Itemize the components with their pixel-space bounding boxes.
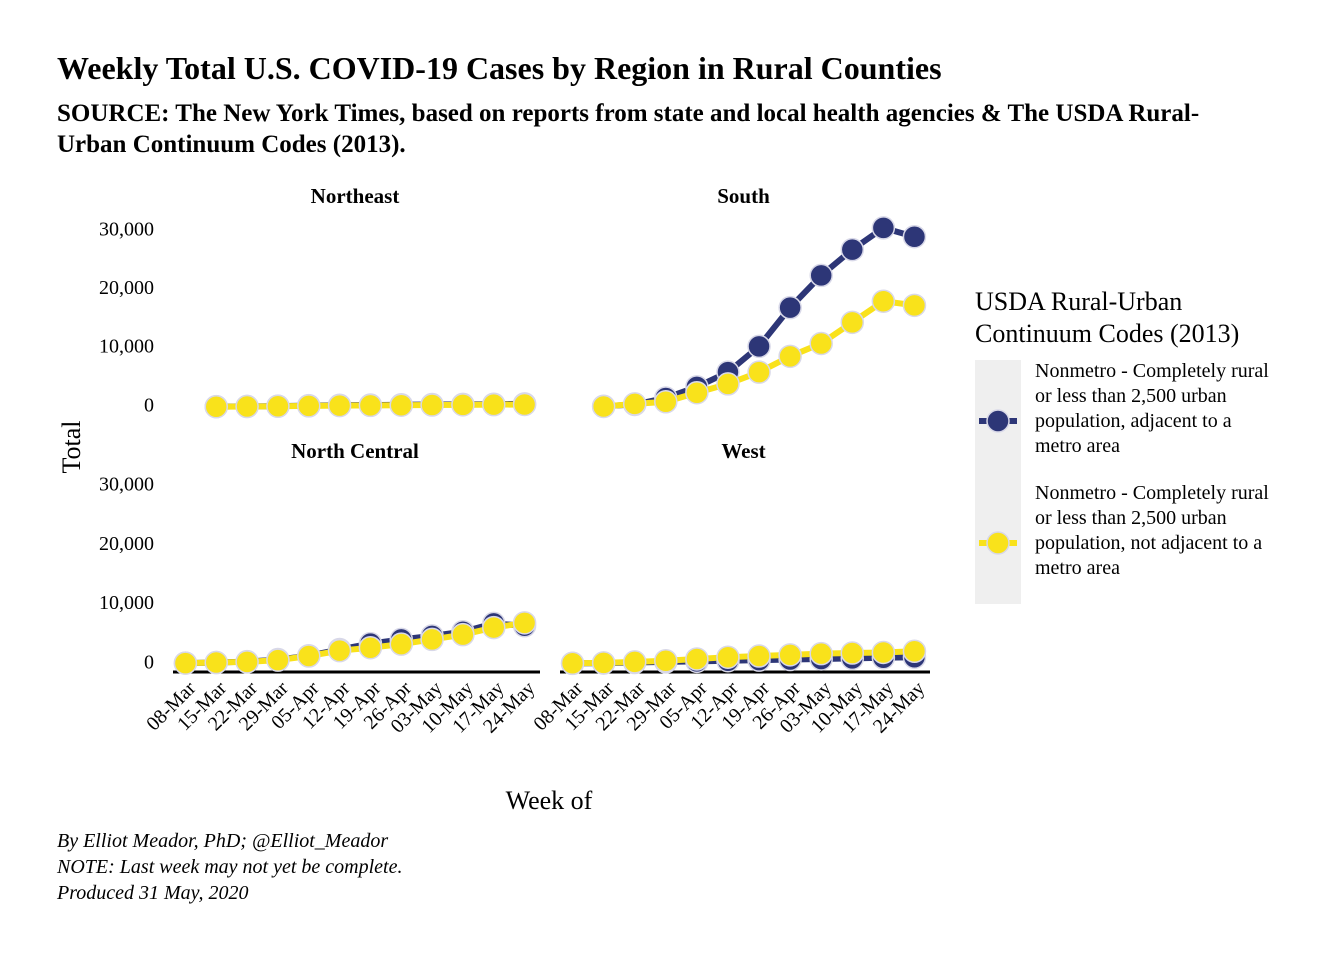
data-point: [560, 651, 585, 675]
data-point: [266, 394, 290, 419]
y-tick-label: 0: [144, 651, 154, 673]
data-point: [747, 644, 771, 668]
caption: By Elliot Meador, PhD; @Elliot_Meador NO…: [57, 828, 402, 906]
data-point: [358, 635, 383, 660]
data-point: [358, 393, 383, 418]
data-point: [204, 394, 228, 419]
y-axis-label: Total: [57, 420, 86, 473]
y-tick-label: 0: [144, 394, 154, 416]
data-point: [235, 394, 259, 419]
data-point: [204, 650, 228, 675]
data-point: [840, 641, 865, 665]
legend-title: USDA Rural-Urban Continuum Codes (2013): [975, 287, 1240, 348]
data-point: [389, 632, 413, 656]
facet-title: West: [721, 439, 765, 463]
data-point: [451, 622, 475, 647]
y-tick-label: 20,000: [99, 277, 154, 299]
data-point: [591, 394, 616, 419]
data-point: [512, 611, 537, 635]
data-point: [871, 289, 896, 313]
data-point: [747, 360, 771, 384]
legend-key-marker: [986, 531, 1010, 555]
data-point: [512, 392, 537, 417]
data-point: [902, 639, 927, 664]
legend-label: Nonmetro - Completely rural or less than…: [1035, 360, 1269, 457]
facet-title: Northeast: [311, 184, 400, 208]
data-point: [235, 650, 259, 674]
data-point: [716, 645, 740, 669]
data-point: [871, 216, 896, 240]
data-point: [809, 641, 833, 666]
facet-title: North Central: [291, 439, 419, 463]
y-tick-label: 30,000: [99, 474, 154, 496]
y-tick-label: 10,000: [99, 592, 154, 614]
data-point: [591, 651, 616, 675]
data-point: [482, 615, 506, 640]
data-point: [685, 380, 709, 405]
data-point: [902, 293, 927, 318]
data-point: [266, 648, 290, 672]
data-point: [297, 644, 321, 668]
legend-label: Nonmetro - Completely rural or less than…: [1035, 482, 1269, 579]
data-point: [809, 331, 833, 356]
caption-line: Produced 31 May, 2020: [57, 882, 249, 904]
facet-title: South: [717, 184, 770, 208]
data-point: [840, 237, 865, 262]
data-point: [871, 640, 896, 665]
x-axis-label: Week of: [506, 786, 593, 815]
data-point: [482, 392, 506, 417]
data-point: [716, 372, 740, 396]
data-point: [840, 310, 865, 335]
caption-line: NOTE: Last week may not yet be complete.: [57, 856, 403, 878]
data-point: [622, 650, 647, 674]
data-point: [451, 393, 475, 417]
data-point: [327, 638, 352, 663]
data-point: [622, 392, 647, 416]
data-point: [420, 393, 444, 417]
data-point: [389, 393, 413, 417]
data-point: [654, 390, 678, 414]
data-point: [902, 224, 927, 249]
title: Weekly Total U.S. COVID-19 Cases by Regi…: [57, 50, 942, 86]
legend-key-marker: [986, 409, 1010, 433]
data-point: [654, 648, 678, 673]
caption-line: By Elliot Meador, PhD; @Elliot_Meador: [57, 830, 389, 852]
data-point: [327, 393, 352, 418]
legend-key-background: [975, 360, 1021, 604]
data-point: [809, 263, 833, 288]
data-point: [747, 334, 771, 359]
data-point: [297, 394, 321, 418]
data-point: [685, 647, 709, 671]
y-tick-label: 20,000: [99, 533, 154, 555]
data-point: [778, 344, 802, 369]
data-point: [173, 651, 198, 675]
data-point: [778, 643, 802, 667]
data-point: [778, 295, 802, 320]
y-tick-label: 30,000: [99, 218, 154, 240]
data-point: [420, 627, 444, 652]
y-tick-label: 10,000: [99, 336, 154, 358]
subtitle: SOURCE: The New York Times, based on rep…: [57, 100, 1200, 158]
